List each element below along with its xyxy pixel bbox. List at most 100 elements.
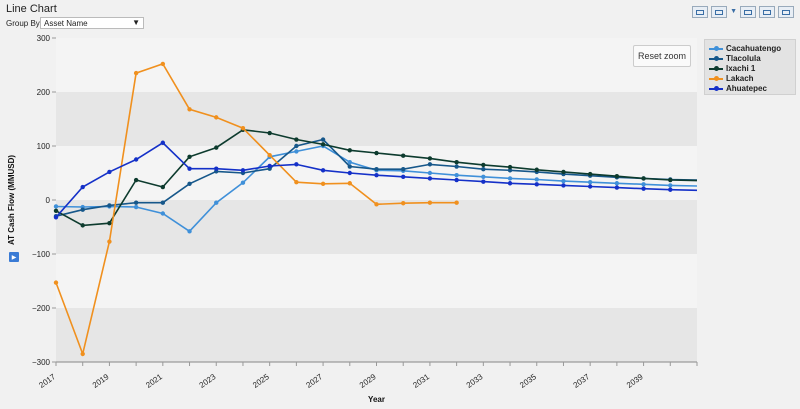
legend: Cacahuatengo Tlacolula Ixachi 1 Lakach Ahuat… bbox=[704, 39, 796, 95]
popout-icon[interactable] bbox=[759, 6, 775, 18]
data-point-ahuatepec bbox=[641, 186, 646, 191]
grid-band bbox=[56, 200, 697, 254]
x-axis-title: Year bbox=[368, 395, 385, 404]
data-point-ahuatepec bbox=[347, 170, 352, 176]
fullscreen-icon[interactable] bbox=[778, 6, 794, 18]
data-point-ahuatepec bbox=[53, 215, 59, 220]
data-point-lakach bbox=[214, 115, 219, 120]
chevron-down-icon: ▼ bbox=[132, 18, 140, 27]
data-point-ahuatepec bbox=[427, 176, 433, 181]
legend-label: Tlacolula bbox=[726, 53, 761, 63]
data-point-ahuatepec bbox=[374, 172, 379, 178]
data-point-ixachi-1 bbox=[214, 145, 219, 150]
data-point-ahuatepec bbox=[240, 168, 246, 173]
group-by-select[interactable]: Asset Name ▼ bbox=[40, 17, 144, 29]
data-point-tlacolula bbox=[187, 181, 192, 186]
data-point-ixachi-1 bbox=[294, 137, 299, 142]
data-point-ixachi-1 bbox=[320, 142, 326, 147]
data-point-ixachi-1 bbox=[401, 153, 406, 158]
chart-toolbar: ▼ bbox=[692, 6, 794, 18]
data-point-ixachi-1 bbox=[347, 148, 352, 153]
data-point-ixachi-1 bbox=[53, 208, 59, 213]
y-tick-label: −300 bbox=[32, 358, 51, 367]
x-tick-label: 2017 bbox=[37, 372, 57, 390]
data-point-ixachi-1 bbox=[427, 156, 433, 161]
data-point-tlacolula bbox=[160, 200, 166, 205]
chart-type-icon[interactable] bbox=[692, 6, 709, 18]
data-point-cacahuatengo bbox=[507, 176, 513, 181]
data-point-cacahuatengo bbox=[427, 170, 433, 176]
data-point-tlacolula bbox=[133, 200, 139, 205]
group-by-label: Group By bbox=[6, 19, 40, 28]
data-point-tlacolula bbox=[401, 167, 406, 172]
play-icon[interactable]: ▶ bbox=[9, 252, 19, 262]
data-point-ahuatepec bbox=[133, 157, 139, 162]
legend-item-lakach[interactable]: Lakach bbox=[709, 73, 791, 83]
data-point-lakach bbox=[107, 239, 112, 244]
data-point-cacahuatengo bbox=[668, 183, 673, 188]
x-tick-label: 2025 bbox=[251, 372, 271, 390]
legend-label: Lakach bbox=[726, 73, 754, 83]
legend-item-tlacolula[interactable]: Tlacolula bbox=[709, 53, 791, 63]
y-tick-label: 100 bbox=[37, 142, 51, 151]
data-point-cacahuatengo bbox=[561, 178, 566, 184]
x-tick-label: 2027 bbox=[304, 372, 324, 390]
x-tick-label: 2039 bbox=[625, 372, 645, 390]
x-tick-label: 2033 bbox=[465, 372, 485, 390]
data-point-lakach bbox=[320, 181, 326, 186]
data-point-ixachi-1 bbox=[481, 162, 486, 168]
data-point-ixachi-1 bbox=[641, 176, 646, 181]
data-point-ahuatepec bbox=[107, 169, 112, 175]
data-point-ahuatepec bbox=[401, 174, 406, 179]
data-point-ixachi-1 bbox=[374, 150, 379, 156]
data-point-lakach bbox=[267, 152, 272, 158]
legend-label: Ixachi 1 bbox=[726, 63, 756, 73]
data-point-ixachi-1 bbox=[614, 174, 620, 179]
data-point-ixachi-1 bbox=[454, 160, 459, 165]
data-point-ixachi-1 bbox=[668, 177, 673, 183]
chevron-down-icon[interactable]: ▼ bbox=[730, 8, 737, 15]
reset-zoom-button[interactable]: Reset zoom bbox=[633, 45, 691, 67]
legend-item-cacahuatengo[interactable]: Cacahuatengo bbox=[709, 43, 791, 53]
data-point-ixachi-1 bbox=[587, 171, 593, 177]
data-point-lakach bbox=[80, 351, 85, 357]
data-point-tlacolula bbox=[454, 164, 459, 169]
x-tick-label: 2035 bbox=[518, 372, 538, 390]
data-point-ahuatepec bbox=[294, 162, 299, 167]
data-point-lakach bbox=[240, 125, 246, 131]
data-point-ahuatepec bbox=[614, 185, 620, 190]
group-by-value: Asset Name bbox=[44, 19, 88, 28]
data-point-cacahuatengo bbox=[587, 179, 593, 185]
data-point-ixachi-1 bbox=[534, 167, 539, 172]
grid-band bbox=[56, 92, 697, 146]
data-point-cacahuatengo bbox=[187, 229, 192, 234]
x-tick-label: 2023 bbox=[198, 372, 218, 390]
legend-item-ixachi-1[interactable]: Ixachi 1 bbox=[709, 63, 791, 73]
legend-swatch bbox=[709, 73, 723, 83]
legend-swatch bbox=[709, 43, 723, 53]
data-point-ahuatepec bbox=[80, 184, 85, 190]
data-point-tlacolula bbox=[507, 168, 513, 173]
y-axis-title: AT Cash Flow (MMUSD) bbox=[7, 155, 16, 245]
y-tick-label: −100 bbox=[32, 250, 51, 259]
y-tick-label: 200 bbox=[37, 88, 51, 97]
expand-icon[interactable] bbox=[740, 6, 756, 18]
data-point-ixachi-1 bbox=[561, 169, 566, 175]
y-tick-label: 300 bbox=[37, 34, 51, 43]
data-point-ahuatepec bbox=[668, 187, 673, 192]
data-point-ixachi-1 bbox=[187, 154, 192, 159]
data-point-lakach bbox=[427, 200, 433, 205]
data-point-tlacolula bbox=[374, 167, 379, 172]
legend-swatch bbox=[709, 63, 723, 73]
data-point-ahuatepec bbox=[267, 163, 272, 169]
legend-item-ahuatepec[interactable]: Ahuatepec bbox=[709, 83, 791, 93]
export-icon[interactable] bbox=[711, 6, 728, 18]
data-point-ahuatepec bbox=[507, 181, 513, 186]
data-point-ahuatepec bbox=[214, 166, 219, 171]
data-point-cacahuatengo bbox=[294, 149, 299, 154]
y-tick-label: −200 bbox=[32, 304, 51, 313]
data-point-tlacolula bbox=[347, 164, 352, 169]
data-point-cacahuatengo bbox=[214, 200, 219, 205]
data-point-cacahuatengo bbox=[347, 160, 352, 165]
